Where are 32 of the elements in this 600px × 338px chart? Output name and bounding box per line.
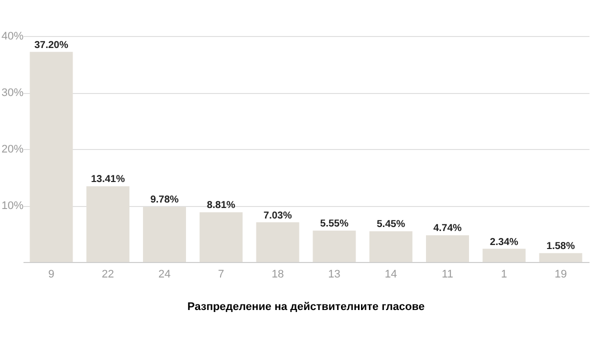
bar (426, 235, 470, 262)
bar (200, 212, 243, 262)
x-tick-label: 14 (384, 268, 398, 280)
data-label: 7.03% (264, 210, 292, 222)
data-label: 2.34% (490, 236, 518, 248)
x-tick-label: 22 (102, 268, 114, 280)
bar (312, 230, 356, 262)
x-tick-label: 1 (501, 268, 508, 280)
data-label: 4.74% (433, 223, 462, 234)
data-label: 13.41% (90, 174, 125, 186)
bar (256, 222, 300, 262)
data-label: 5.45% (376, 219, 406, 230)
x-tick-label: 11 (442, 268, 454, 280)
y-tick-label: 20% (1, 144, 24, 156)
x-tick-label: 19 (554, 268, 567, 280)
bar (482, 248, 526, 262)
x-tick-label: 9 (48, 268, 54, 280)
y-tick-label: 30% (1, 87, 24, 99)
data-label: 5.55% (320, 218, 349, 230)
data-label: 8.81% (206, 200, 236, 212)
x-tick-label: 24 (158, 268, 171, 280)
x-tick-label: 18 (272, 268, 284, 280)
x-tick-label: 7 (218, 268, 224, 280)
data-label: 1.58% (546, 241, 575, 252)
data-label: 37.20% (34, 40, 68, 51)
y-tick-label: 40% (1, 30, 24, 42)
bar (369, 231, 412, 262)
x-tick-label: 13 (328, 268, 340, 280)
x-axis-title: Разпределение на действителните гласове (187, 301, 425, 313)
data-label: 9.78% (150, 194, 179, 206)
bar (539, 253, 582, 262)
y-tick-label: 10% (1, 200, 24, 212)
